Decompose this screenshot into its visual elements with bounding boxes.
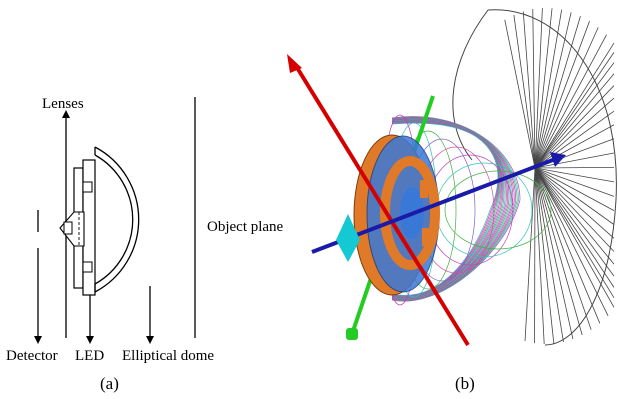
ray-line — [534, 152, 615, 169]
ray-line — [534, 167, 592, 330]
object-plane-marker — [336, 214, 360, 262]
ray-line — [534, 73, 615, 169]
ray-line — [534, 85, 615, 169]
ray-line — [534, 167, 615, 265]
lenses-label: Lenses — [42, 96, 84, 112]
ray-line — [534, 167, 583, 336]
detector-label: Detector — [6, 348, 58, 364]
housing-tab-top — [82, 181, 93, 193]
ray-line — [534, 167, 615, 169]
ray-line — [534, 167, 615, 299]
wire-ring — [444, 170, 552, 250]
ray-line — [522, 11, 536, 169]
ray-line — [534, 167, 615, 211]
ray-line — [504, 19, 536, 169]
ray-line — [534, 12, 572, 169]
ray-line — [532, 9, 536, 169]
green-axis-tip — [346, 328, 358, 340]
ray-line — [534, 167, 609, 317]
ray-cone-outline — [487, 9, 617, 346]
ray-line — [534, 21, 590, 169]
ray-line — [534, 110, 615, 169]
ray-line — [534, 167, 574, 340]
ray-line — [534, 97, 615, 169]
ray-line — [534, 167, 615, 183]
ray-line — [534, 9, 563, 169]
ray-line — [534, 167, 615, 252]
ray-line — [534, 34, 607, 169]
panel-a-diagram — [34, 97, 196, 344]
ray-line — [524, 167, 536, 342]
ray-line — [534, 167, 545, 344]
elliptical-dome-outer — [94, 146, 140, 293]
ray-line — [534, 8, 543, 169]
housing-tab-bottom — [82, 261, 93, 273]
ray-line — [534, 167, 615, 197]
ray-cone — [504, 8, 615, 344]
ray-line — [513, 14, 536, 169]
red-axis-arrowhead — [287, 54, 302, 73]
elliptical-dome-inner — [94, 154, 134, 285]
ray-line — [534, 167, 615, 225]
object-plane-label: Object plane — [207, 219, 284, 235]
ray-line — [534, 167, 564, 343]
ray-line — [534, 167, 555, 344]
ray-line — [534, 8, 553, 169]
ray-line — [534, 167, 615, 277]
ray-line — [534, 27, 599, 169]
red-axis — [294, 64, 470, 347]
panel-b-render — [287, 8, 617, 347]
led-label: LED — [75, 348, 104, 364]
ray-line — [534, 167, 615, 288]
elliptical-dome-label: Elliptical dome — [122, 348, 214, 364]
ray-line — [534, 16, 581, 169]
ray-line — [534, 42, 615, 169]
ray-line — [534, 62, 615, 169]
panel-a-caption: (a) — [100, 374, 119, 393]
blue-axis-arrowhead — [550, 152, 566, 167]
ray-line — [534, 167, 615, 239]
ray-line — [534, 167, 601, 324]
panel-b-caption: (b) — [455, 374, 475, 393]
ray-line — [534, 52, 615, 169]
lens-housing — [82, 159, 96, 296]
